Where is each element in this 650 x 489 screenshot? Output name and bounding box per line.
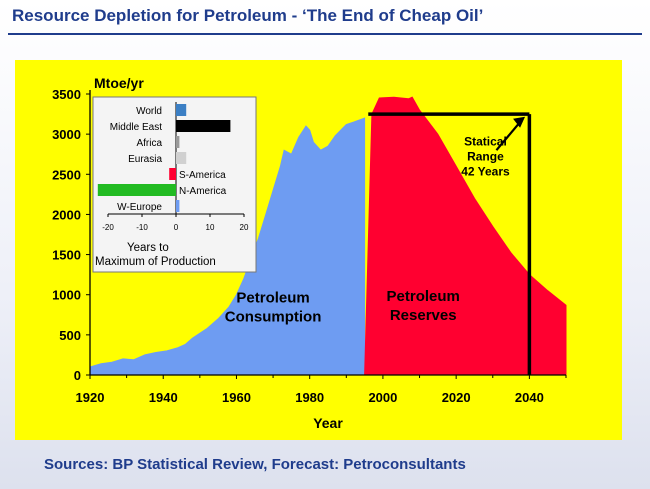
inset-category-label: S-America [179,170,226,181]
inset-bar [176,152,187,164]
x-tick-label: 2040 [515,390,544,405]
inset-x-tick-label: 10 [206,223,215,232]
x-tick-label: 1920 [76,390,105,405]
inset-bar [176,200,180,212]
depletion-chart: 0 500 1000 1500 2000 2500 3000 3500 1920 1940 1960… [52,75,567,431]
inset-bar [176,136,180,148]
range-arrow-shaft [495,118,523,151]
chart-panel: 0 500 1000 1500 2000 2500 3000 3500 1920 1940 1960… [15,60,622,440]
inset-bar [97,184,176,196]
consumption-label-line: Consumption [225,309,322,326]
range-label: Statical Range 42 Years [461,134,510,178]
x-axis-label: Year [313,415,343,431]
inset-category-label: W-Europe [117,202,162,213]
y-tick-label: 1500 [52,248,81,263]
y-tick-label: 2000 [52,207,81,222]
consumption-label-line: Petroleum [236,290,309,307]
inset-bar [176,120,231,132]
reserves-label-line: Reserves [390,307,457,324]
inset-x-axis-label: Years to Maximum of Production [95,242,216,268]
range-label-line: Range [467,149,504,163]
inset-x-tick-label: -10 [136,223,148,232]
y-tick-label: 2500 [52,167,81,182]
y-tick-label: 3500 [52,87,81,102]
range-label-line: Statical [464,134,507,148]
y-tick-label: 3000 [52,127,81,142]
inset-x-tick-label: -20 [102,223,114,232]
inset-bar [169,168,176,180]
y-tick-label: 500 [59,328,81,343]
y-axis-label: Mtoe/yr [94,75,144,91]
inset-bar [176,104,187,116]
x-tick-label: 1980 [295,390,324,405]
y-tick-label: 1000 [52,288,81,303]
inset-x-tick-label: 20 [240,223,249,232]
inset-category-label: N-America [179,186,227,197]
inset-x-axis-label-line: Years to [127,242,169,254]
x-tick-label: 1940 [149,390,178,405]
x-tick-label: 2000 [368,390,397,405]
title-divider [8,33,642,35]
slide-title: Resource Depletion for Petroleum - ‘The … [12,6,484,25]
inset-x-tick-label: 0 [174,223,179,232]
inset-category-label: Middle East [110,122,162,133]
y-tick-label: 0 [74,368,81,383]
x-tick-label: 1960 [222,390,251,405]
inset-category-label: World [136,106,162,117]
x-tick-label: 2020 [442,390,471,405]
inset-x-axis-label-line: Maximum of Production [95,256,216,268]
reserves-label-line: Petroleum [387,288,460,305]
consumption-label: Petroleum Consumption [225,290,322,326]
sources-note: Sources: BP Statistical Review, Forecast… [44,456,466,473]
range-arrow-head [513,116,526,128]
reserves-label: Petroleum Reserves [387,288,460,324]
range-label-line: 42 Years [461,164,510,178]
reserves-area [364,96,567,376]
inset-category-label: Africa [136,138,162,149]
inset-category-label: Eurasia [128,154,162,165]
